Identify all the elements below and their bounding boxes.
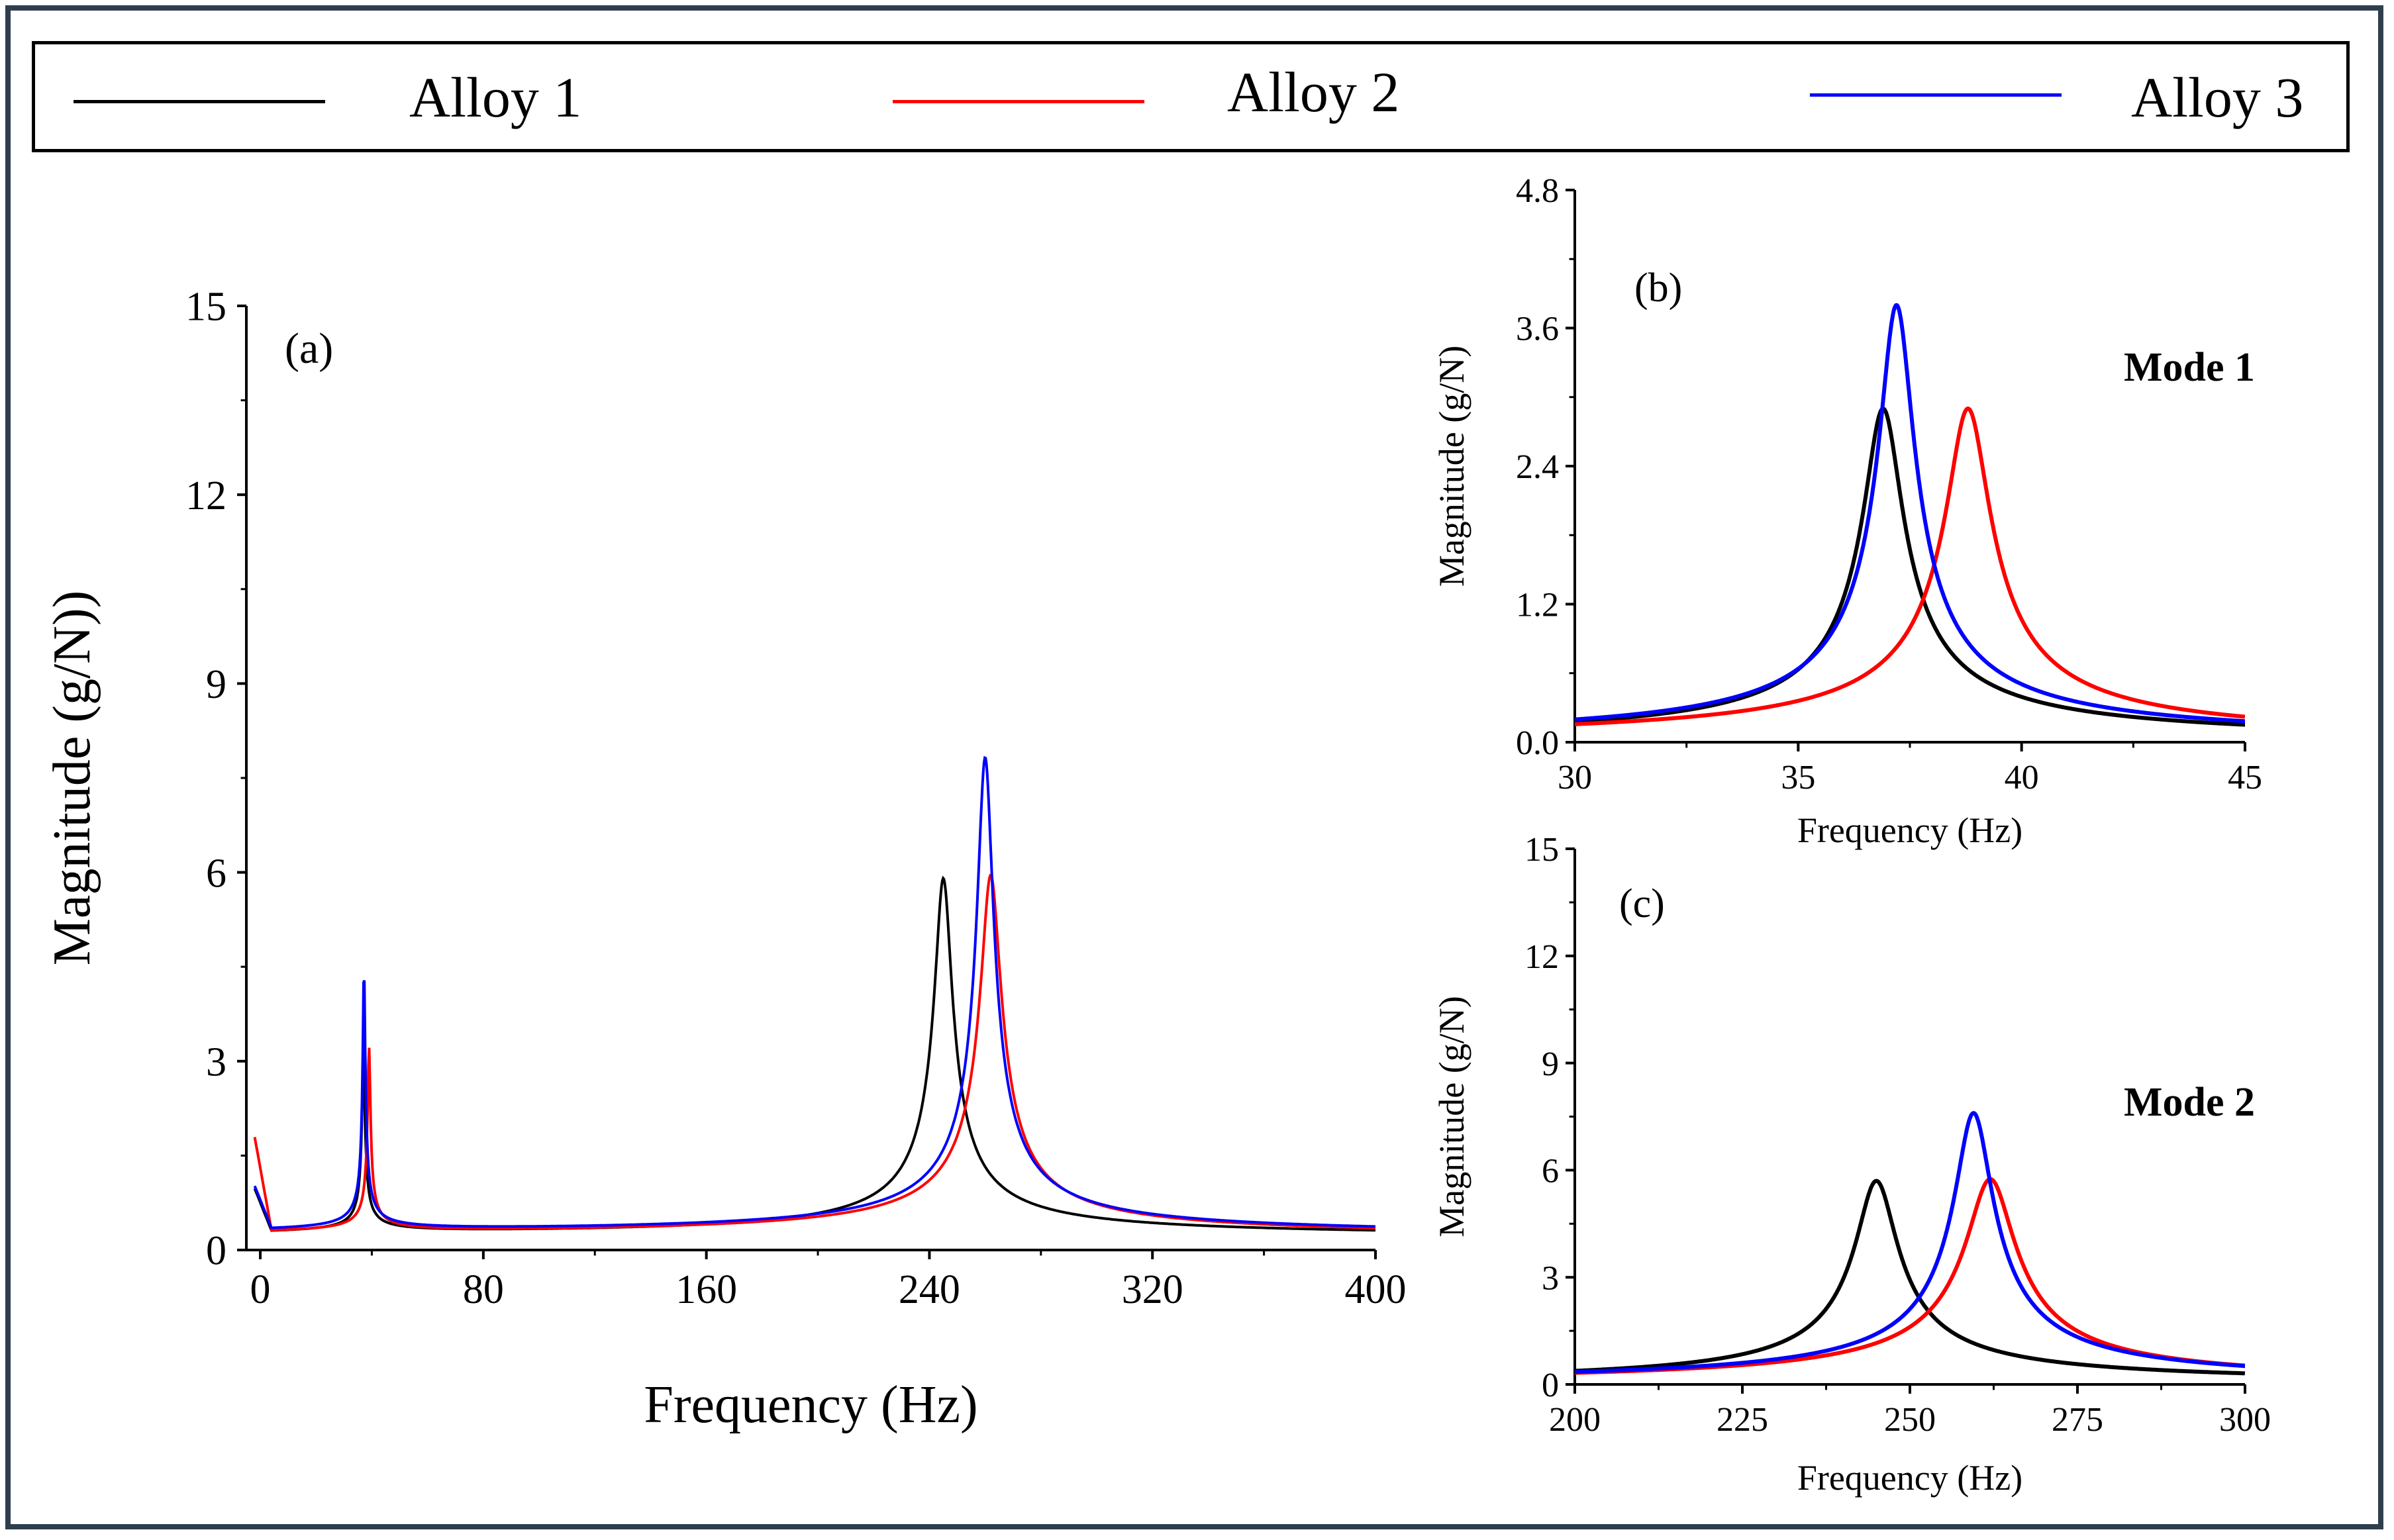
- x-tick-label-b: 40: [2005, 759, 2039, 796]
- x-tick-label-b: 30: [1558, 759, 1592, 796]
- y-tick-label-a: 15: [185, 285, 226, 330]
- x-tick-label-a: 240: [899, 1267, 960, 1312]
- y-tick-label-c: 12: [1524, 938, 1559, 976]
- y-axis-label-a: Magnitude (g/N)): [43, 591, 101, 966]
- y-tick-label-b: 4.8: [1516, 172, 1559, 210]
- y-tick-label-a: 12: [185, 473, 226, 518]
- chart-c: 200 225 250 275 300 0 3 6 9 12 15 Frequency (Hz) Mag…: [1432, 831, 2271, 1498]
- y-tick-label-b: 1.2: [1516, 587, 1559, 624]
- legend-line-alloy-3: [1810, 93, 2062, 97]
- series-line-c-alloy-1: [1575, 1179, 2245, 1376]
- series-line-a-alloy-2: [253, 873, 1375, 1232]
- y-tick-label-a: 3: [206, 1040, 226, 1085]
- y-tick-label-c: 0: [1542, 1367, 1559, 1404]
- y-tick-label-c: 9: [1542, 1045, 1559, 1083]
- y-tick-label-c: 15: [1524, 831, 1559, 869]
- y-tick-label-b: 0.0: [1516, 724, 1559, 762]
- y-tick-label-a: 9: [206, 662, 226, 707]
- x-tick-label-c: 250: [1884, 1401, 1936, 1439]
- panel-label-c: (c): [1619, 881, 1665, 926]
- x-tick-label-c: 225: [1717, 1401, 1768, 1439]
- legend-label-alloy-1: Alloy 1: [409, 66, 582, 129]
- annotation-c: Mode 2: [2124, 1080, 2255, 1125]
- legend-line-alloy-1: [74, 100, 325, 103]
- chart-b: 30 35 40 45 0.0 1.2 2.4 3.6 4.8 Frequency (Hz) Mag…: [1432, 172, 2262, 850]
- series-line-b-alloy-3: [1575, 303, 2245, 724]
- series-line-a-alloy-1: [253, 875, 1375, 1232]
- y-tick-label-b: 2.4: [1516, 448, 1559, 486]
- x-tick-label-a: 0: [250, 1267, 271, 1312]
- series-line-b-alloy-2: [1575, 407, 2245, 726]
- y-axis-label-c: Magnitude (g/N): [1432, 996, 1471, 1237]
- x-tick-label-a: 320: [1122, 1267, 1183, 1312]
- panel-label-b: (b): [1634, 265, 1682, 311]
- x-tick-label-a: 160: [675, 1267, 737, 1312]
- y-tick-label-c: 6: [1542, 1153, 1559, 1190]
- x-axis-label-b: Frequency (Hz): [1797, 810, 2022, 850]
- figure-frame: [5, 5, 2383, 1529]
- annotation-b: Mode 1: [2124, 345, 2255, 390]
- series-line-a-alloy-3: [253, 755, 1375, 1229]
- panel-label-a: (a): [285, 324, 333, 373]
- y-tick-label-c: 3: [1542, 1259, 1559, 1297]
- y-tick-label-b: 3.6: [1516, 311, 1559, 348]
- chart-a: 0 80 160 240 320 400 0 3 6 9 12 15 Frequency (Hz) Mag…: [43, 285, 1407, 1434]
- x-tick-label-b: 45: [2228, 759, 2262, 796]
- legend-label-alloy-2: Alloy 2: [1227, 60, 1400, 124]
- x-axis-label-c: Frequency (Hz): [1797, 1458, 2022, 1498]
- series-line-c-alloy-3: [1575, 1111, 2245, 1374]
- legend: Alloy 1 Alloy 2 Alloy 3: [32, 41, 2350, 152]
- legend-label-alloy-3: Alloy 3: [2131, 66, 2304, 129]
- series-line-b-alloy-1: [1575, 406, 2245, 727]
- x-tick-label-a: 400: [1345, 1267, 1407, 1312]
- y-axis-label-b: Magnitude (g/N): [1432, 346, 1471, 587]
- legend-line-alloy-2: [893, 100, 1144, 103]
- x-tick-label-b: 35: [1781, 759, 1815, 796]
- x-tick-label-c: 300: [2219, 1401, 2271, 1439]
- y-tick-label-a: 6: [206, 851, 226, 896]
- x-tick-label-a: 80: [463, 1267, 504, 1312]
- x-axis-label-a: Frequency (Hz): [644, 1376, 977, 1434]
- x-tick-label-c: 275: [2052, 1401, 2103, 1439]
- x-tick-label-c: 200: [1549, 1401, 1601, 1439]
- y-tick-label-a: 0: [206, 1229, 226, 1274]
